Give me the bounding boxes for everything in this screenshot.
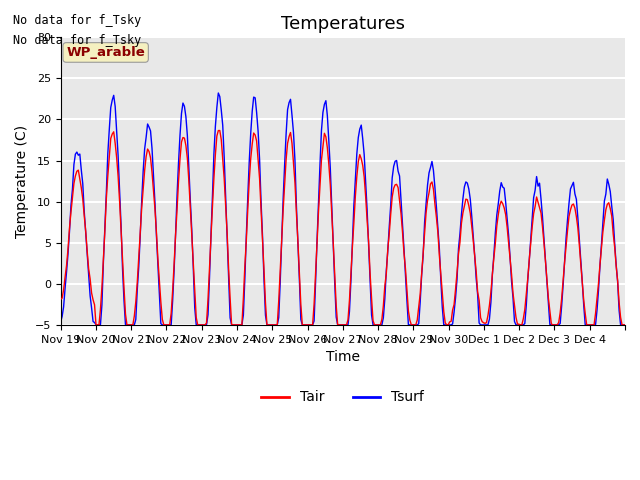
Text: No data for f_Tsky: No data for f_Tsky xyxy=(13,14,141,27)
Text: No data for f_Tsky: No data for f_Tsky xyxy=(13,34,141,47)
X-axis label: Time: Time xyxy=(326,350,360,364)
Legend: Tair, Tsurf: Tair, Tsurf xyxy=(256,385,430,410)
Y-axis label: Temperature (C): Temperature (C) xyxy=(15,124,29,238)
Title: Temperatures: Temperatures xyxy=(281,15,405,33)
Text: WP_arable: WP_arable xyxy=(67,46,145,59)
